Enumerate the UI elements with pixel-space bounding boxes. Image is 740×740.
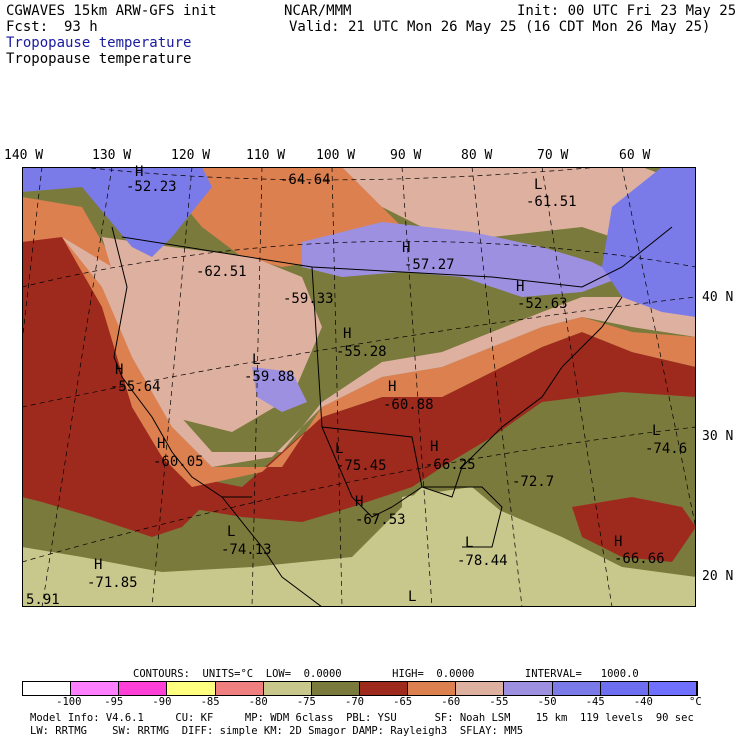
region-lavender-colorado: [252, 367, 307, 412]
colorbar-tick-label: -45: [585, 696, 605, 708]
colorbar-swatch: [71, 682, 120, 695]
colorbar-tick-label: -55: [489, 696, 509, 708]
map-boundaries: [111, 226, 673, 607]
contours-info: CONTOURS: UNITS=°C LOW= 0.0000 HIGH= 0.0…: [133, 668, 639, 680]
colorbar-swatch: [167, 682, 216, 695]
region-brick-atlantic: [572, 497, 696, 562]
forecast-hour-label: Fcst:: [6, 19, 49, 35]
colorbar-swatch: [215, 682, 264, 695]
lon-label: 140 W: [4, 148, 44, 163]
init-time: Init: 00 UTC Fri 23 May 25: [517, 3, 737, 19]
graticule: [22, 167, 696, 607]
field-title-black: Tropopause temperature: [6, 51, 192, 67]
colorbar-tick-label: -40: [633, 696, 653, 708]
region-pink-north: [342, 167, 696, 267]
colorbar-swatch: [648, 682, 697, 695]
model-title: CGWAVES 15km ARW-GFS init: [6, 3, 217, 19]
region-blue-northwest: [22, 167, 212, 257]
colorbar-swatch: [456, 682, 505, 695]
region-brick-south: [142, 332, 696, 522]
center-name: NCAR/MMM: [284, 3, 352, 19]
colorbar-tick-label: -60: [441, 696, 461, 708]
lon-label: 60 W: [619, 148, 651, 163]
region-khaki-gulf: [402, 487, 502, 562]
colorbar-swatch: [600, 682, 649, 695]
lon-label: 70 W: [537, 148, 569, 163]
lon-label: 100 W: [316, 148, 356, 163]
colorbar: [22, 681, 698, 696]
colorbar-unit: °C: [689, 696, 702, 708]
region-khaki: [22, 487, 696, 607]
forecast-hour-value: 93 h: [64, 19, 98, 35]
lat-label: 40 N: [702, 290, 734, 305]
colorbar-tick-label: -95: [104, 696, 124, 708]
lat-label: 30 N: [702, 429, 734, 444]
colorbar-swatch: [359, 682, 409, 695]
region-lavender-north: [302, 222, 622, 297]
field-title-blue: Tropopause temperature: [6, 35, 192, 51]
lon-label: 120 W: [171, 148, 211, 163]
colorbar-swatch: [408, 682, 457, 695]
colorbar-swatch: [552, 682, 601, 695]
colorbar-tick-label: -50: [537, 696, 557, 708]
colorbar-swatch: [23, 682, 72, 695]
colorbar-swatch: [263, 682, 312, 695]
lat-label: 20 N: [702, 569, 734, 584]
colorbar-tick-label: -80: [248, 696, 268, 708]
lon-label: 130 W: [92, 148, 132, 163]
valid-time: Valid: 21 UTC Mon 26 May 25 (16 CDT Mon …: [289, 19, 711, 35]
colorbar-tick-label: -85: [200, 696, 220, 708]
lon-label: 90 W: [390, 148, 422, 163]
model-info-line1: Model Info: V4.6.1 CU: KF MP: WDM 6class…: [30, 712, 694, 724]
colorbar-swatch: [311, 682, 360, 695]
region-blue-northeast: [602, 167, 696, 317]
colorbar-swatch: [504, 682, 553, 695]
model-info-line2: LW: RRTMG SW: RRTMG DIFF: simple KM: 2D …: [30, 725, 524, 737]
lon-label: 110 W: [246, 148, 286, 163]
lon-label: 80 W: [461, 148, 493, 163]
region-orange: [22, 197, 696, 487]
colorbar-ticks: -100 -95 -90 -85 -80 -75 -70 -65 -60 -55 -50 -45 -40: [0, 696, 740, 710]
colorbar-tick-label: -75: [296, 696, 316, 708]
colorbar-swatch: [119, 682, 168, 695]
colorbar-tick-label: -100: [56, 696, 82, 708]
colorbar-tick-label: -65: [393, 696, 413, 708]
colorbar-tick-label: -70: [345, 696, 364, 708]
colorbar-tick-label: -90: [152, 696, 172, 708]
tropopause-temperature-map: [22, 167, 696, 607]
